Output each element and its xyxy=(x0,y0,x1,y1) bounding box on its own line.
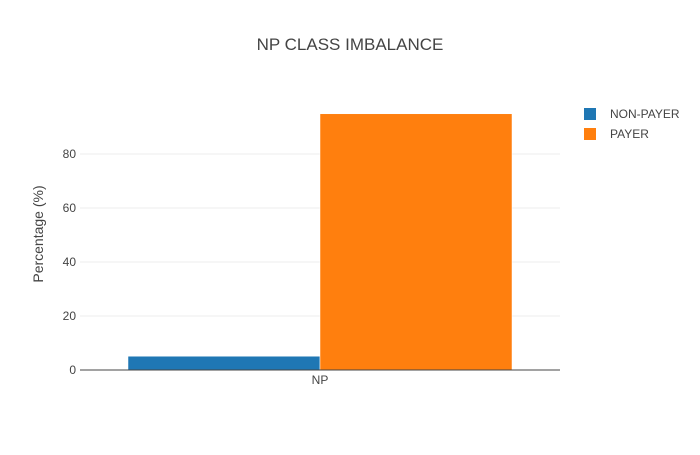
x-tick-label: NP xyxy=(312,373,329,387)
y-axis-title: Percentage (%) xyxy=(30,185,46,282)
bar-payer[interactable] xyxy=(319,113,513,371)
y-tick-label: 0 xyxy=(69,363,76,377)
legend-swatch[interactable] xyxy=(584,108,596,120)
legend-label[interactable]: NON-PAYER xyxy=(610,107,680,121)
y-tick-label: 80 xyxy=(63,147,77,161)
legend-swatch[interactable] xyxy=(584,128,596,140)
y-tick-label: 40 xyxy=(63,255,77,269)
axes: 0 20 40 60 80 NP xyxy=(63,147,560,387)
chart-title: NP CLASS IMBALANCE xyxy=(257,35,444,54)
legend-label[interactable]: PAYER xyxy=(610,127,649,141)
y-tick-label: 20 xyxy=(63,309,77,323)
bar-non-payer[interactable] xyxy=(127,355,321,371)
legend[interactable]: NON-PAYER PAYER xyxy=(584,107,680,141)
bars xyxy=(127,113,513,371)
y-tick-label: 60 xyxy=(63,201,77,215)
